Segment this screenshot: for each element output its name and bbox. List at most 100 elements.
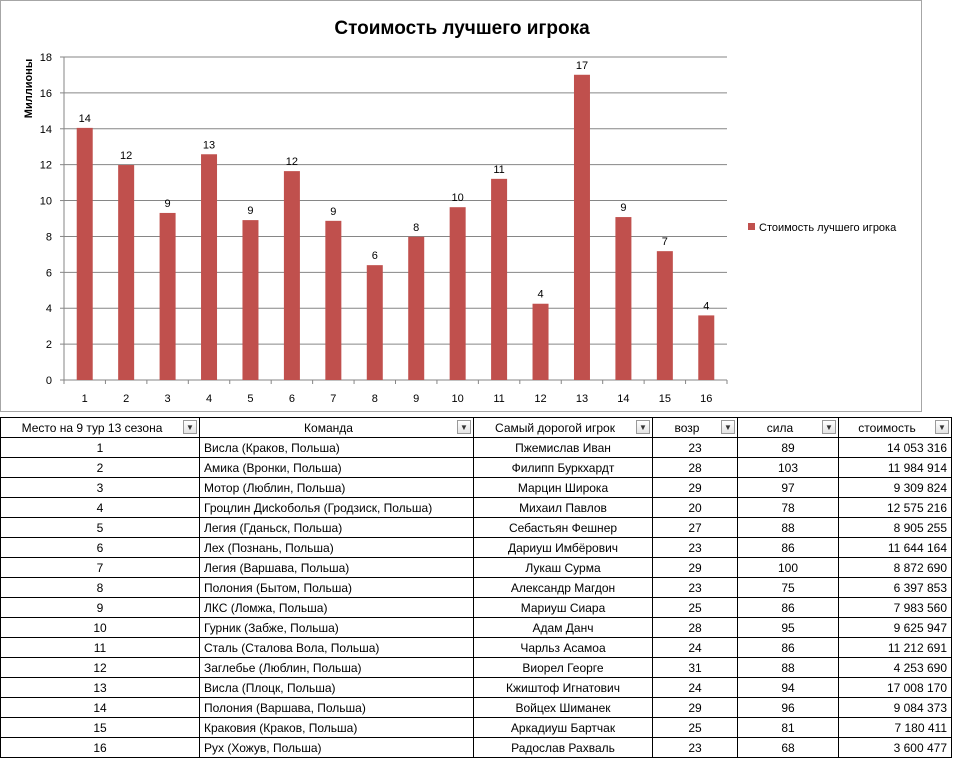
cell-team: Сталь (Сталова Вола, Польша) (199, 637, 474, 658)
cell-age: 29 (652, 557, 738, 578)
table-row: 13 Висла (Плоцк, Польша) Кжиштоф Игнатович… (0, 677, 952, 698)
x-tick-label: 9 (413, 393, 419, 405)
cell-strength: 86 (737, 597, 839, 618)
cell-place: 1 (0, 437, 200, 458)
cell-place: 7 (0, 557, 200, 578)
cell-value: 8 905 255 (838, 517, 952, 538)
cell-place: 15 (0, 717, 200, 738)
table-row: 11 Сталь (Сталова Вола, Польша) Чарльз Аса… (0, 637, 952, 658)
cell-player: Пжемислав Иван (473, 437, 653, 458)
cell-strength: 78 (737, 497, 839, 518)
cell-place: 11 (0, 637, 200, 658)
header-age: возр ▼ (652, 417, 738, 438)
y-tick-label: 10 (40, 196, 52, 208)
bar (325, 220, 342, 380)
table-row: 7 Легия (Варшава, Польша) Лукаш Сурма 29 100… (0, 557, 952, 578)
filter-dropdown-icon[interactable]: ▼ (822, 420, 836, 434)
header-strength-label: сила (766, 420, 794, 435)
cell-player: Александр Магдон (473, 577, 653, 598)
cell-value: 11 644 164 (838, 537, 952, 558)
cell-age: 29 (652, 697, 738, 718)
y-tick-label: 18 (40, 52, 52, 64)
cell-value: 11 212 691 (838, 637, 952, 658)
cell-age: 31 (652, 657, 738, 678)
header-strength: сила ▼ (737, 417, 839, 438)
filter-dropdown-icon[interactable]: ▼ (721, 420, 735, 434)
cell-place: 2 (0, 457, 200, 478)
table-row: 16 Рух (Хожув, Польша) Радослав Рахваль 23 6… (0, 737, 952, 758)
filter-dropdown-icon[interactable]: ▼ (636, 420, 650, 434)
cell-place: 3 (0, 477, 200, 498)
cell-team: Легия (Гданьск, Польша) (199, 517, 474, 538)
data-label: 9 (247, 205, 253, 217)
cell-team: Висла (Плоцк, Польша) (199, 677, 474, 698)
cell-player: Войцех Шиманек (473, 697, 653, 718)
cell-team: Рух (Хожув, Польша) (199, 737, 474, 758)
cell-player: Чарльз Асамоа (473, 637, 653, 658)
sort-filter-icon[interactable]: ▼ (183, 420, 197, 434)
bar (615, 217, 632, 380)
legend-swatch (748, 223, 755, 230)
cell-value: 7 983 560 (838, 597, 952, 618)
cell-team: Висла (Краков, Польша) (199, 437, 474, 458)
table-row: 10 Гурник (Забже, Польша) Адам Данч 28 95 9 6… (0, 617, 952, 638)
header-place-label: Место на 9 тур 13 сезона (21, 420, 163, 435)
table-row: 5 Легия (Гданьск, Польша) Себастьян Фешнер… (0, 517, 952, 538)
cell-place: 8 (0, 577, 200, 598)
cell-place: 10 (0, 617, 200, 638)
cell-strength: 95 (737, 617, 839, 638)
x-tick-label: 14 (617, 393, 629, 405)
cell-place: 4 (0, 497, 200, 518)
cell-player: Филипп Буркхардт (473, 457, 653, 478)
cell-age: 23 (652, 577, 738, 598)
chart-title: Стоимость лучшего игрока (334, 18, 590, 39)
cell-team: Лех (Познань, Польша) (199, 537, 474, 558)
cell-age: 25 (652, 597, 738, 618)
cell-player: Мариуш Сиара (473, 597, 653, 618)
x-tick-label: 1 (82, 393, 88, 405)
bar (491, 178, 508, 380)
bar (118, 165, 135, 380)
data-label: 8 (413, 222, 419, 234)
cell-place: 14 (0, 697, 200, 718)
cell-place: 6 (0, 537, 200, 558)
table-row: 9 ЛКС (Ломжа, Польша) Мариуш Сиара 25 86 7 98… (0, 597, 952, 618)
data-label: 17 (576, 60, 588, 72)
cell-strength: 88 (737, 657, 839, 678)
bar (283, 171, 300, 380)
header-place: Место на 9 тур 13 сезона ▼ (0, 417, 200, 438)
table-row: 2 Амика (Вронки, Польша) Филипп Буркхардт 2… (0, 457, 952, 478)
cell-player: Радослав Рахваль (473, 737, 653, 758)
bar (573, 74, 590, 380)
cell-place: 12 (0, 657, 200, 678)
x-tick-label: 13 (576, 393, 588, 405)
cell-age: 24 (652, 637, 738, 658)
x-tick-label: 16 (700, 393, 712, 405)
bar (656, 251, 673, 380)
x-tick-label: 11 (493, 393, 504, 405)
cell-team: Гроцлин Дисkоболья (Гродзиск, Польша) (199, 497, 474, 518)
cell-player: Кжиштоф Игнатович (473, 677, 653, 698)
cell-strength: 96 (737, 697, 839, 718)
table-row: 6 Лех (Познань, Польша) Дариуш Имбёрович 23… (0, 537, 952, 558)
cell-team: Амика (Вронки, Польша) (199, 457, 474, 478)
cell-place: 9 (0, 597, 200, 618)
y-tick-label: 12 (40, 160, 52, 172)
data-label: 11 (493, 164, 504, 176)
filter-dropdown-icon[interactable]: ▼ (935, 420, 949, 434)
cell-strength: 68 (737, 737, 839, 758)
y-tick-label: 14 (40, 124, 52, 136)
x-tick-label: 2 (123, 393, 129, 405)
x-tick-label: 4 (206, 393, 212, 405)
cell-value: 7 180 411 (838, 717, 952, 738)
table-row: 4 Гроцлин Дисkоболья (Гродзиск, Польша) Ми… (0, 497, 952, 518)
x-tick-label: 6 (289, 393, 295, 405)
cell-player: Аркадиуш Бартчак (473, 717, 653, 738)
cell-player: Марцин Широка (473, 477, 653, 498)
bar-chart: Стоимость лучшего игрока Миллионы 0 2 4 6 8 10 1… (23, 18, 897, 405)
bar (159, 212, 176, 380)
data-label: 9 (165, 198, 171, 210)
filter-dropdown-icon[interactable]: ▼ (457, 420, 471, 434)
cell-age: 28 (652, 617, 738, 638)
cell-age: 23 (652, 537, 738, 558)
